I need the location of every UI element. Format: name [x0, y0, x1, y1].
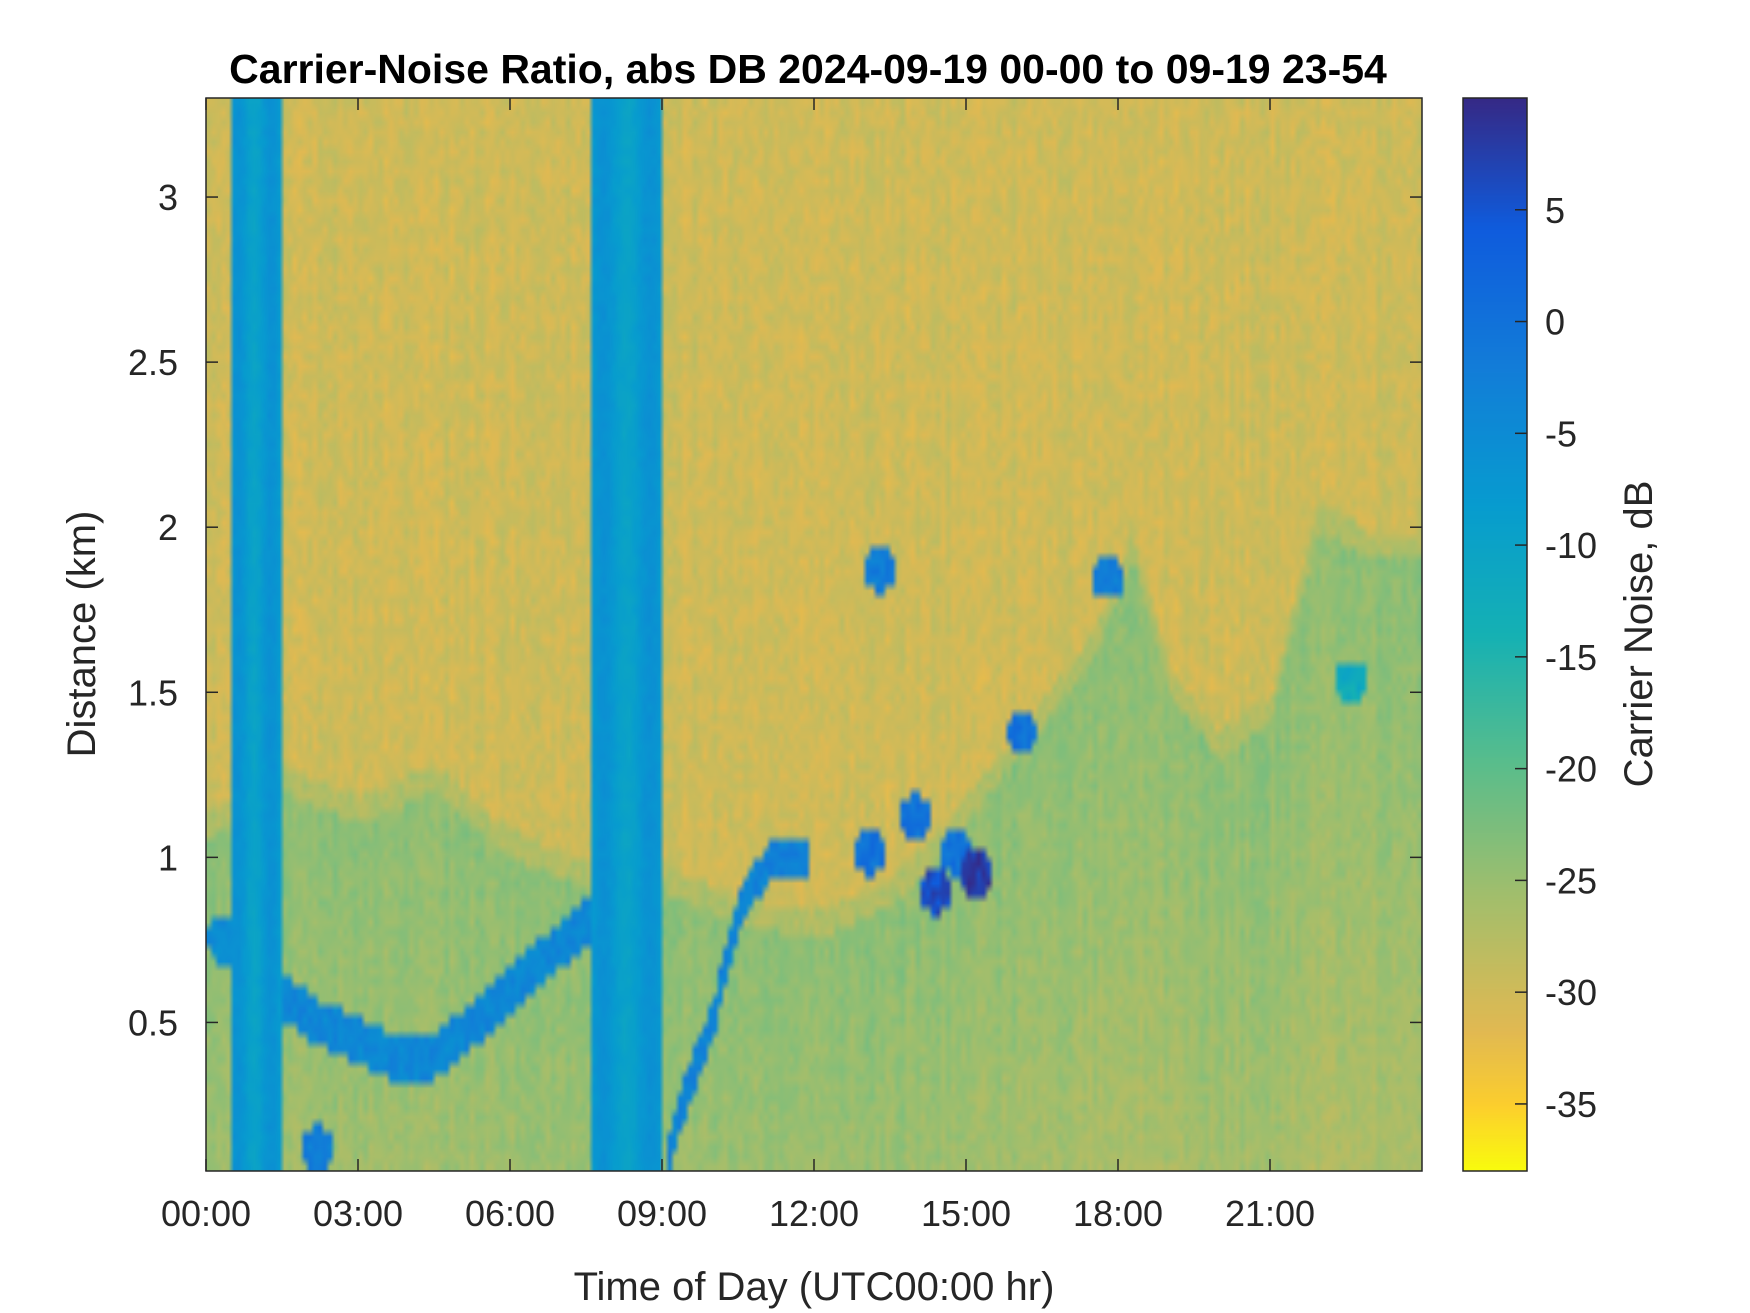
colorbar-tick-label: -5: [1545, 413, 1577, 454]
colorbar-ticks: 5 0 -5 -10 -15 -20 -25 -30 -35: [1515, 190, 1597, 1125]
x-tick-label: 15:00: [921, 1193, 1011, 1234]
y-tick-label: 0.5: [128, 1002, 178, 1043]
y-tick-label: 1.5: [128, 672, 178, 713]
x-tick-label: 12:00: [769, 1193, 859, 1234]
y-axis: 0.5 1 1.5 2 2.5 3: [128, 177, 1422, 1043]
x-tick-label: 06:00: [465, 1193, 555, 1234]
colorbar-tick-label: -35: [1545, 1084, 1597, 1125]
x-axis: 00:00 03:00 06:00 09:00 12:00 15:00 18:00 21:00: [161, 98, 1315, 1234]
y-tick-label: 2.5: [128, 342, 178, 383]
heatmap-plot-area: [205, 97, 1423, 1172]
y-tick-label: 2: [158, 507, 178, 548]
colorbar-tick-label: -30: [1545, 972, 1597, 1013]
colorbar-tick-label: -10: [1545, 525, 1597, 566]
colorbar-tick-label: 5: [1545, 190, 1565, 231]
y-axis-label: Distance (km): [60, 511, 104, 758]
heatmap-image: [206, 98, 1422, 1171]
colorbar-tick-label: -25: [1545, 860, 1597, 901]
chart-title: Carrier-Noise Ratio, abs DB 2024-09-19 0…: [229, 46, 1387, 92]
colorbar-tick-label: -20: [1545, 749, 1597, 790]
colorbar-tick-label: 0: [1545, 302, 1565, 343]
x-axis-label: Time of Day (UTC00:00 hr): [574, 1265, 1055, 1309]
colorbar-frame: [1462, 97, 1528, 1172]
y-tick-label: 3: [158, 177, 178, 218]
x-tick-label: 00:00: [161, 1193, 251, 1234]
colorbar-label: Carrier Noise, dB: [1617, 481, 1661, 788]
colorbar-image: [1463, 98, 1527, 1171]
x-tick-label: 03:00: [313, 1193, 403, 1234]
x-tick-label: 18:00: [1073, 1193, 1163, 1234]
colorbar-tick-label: -15: [1545, 637, 1597, 678]
x-tick-label: 21:00: [1225, 1193, 1315, 1234]
y-tick-label: 1: [158, 837, 178, 878]
x-tick-label: 09:00: [617, 1193, 707, 1234]
colorbar: 5 0 -5 -10 -15 -20 -25 -30 -35: [1462, 97, 1597, 1172]
